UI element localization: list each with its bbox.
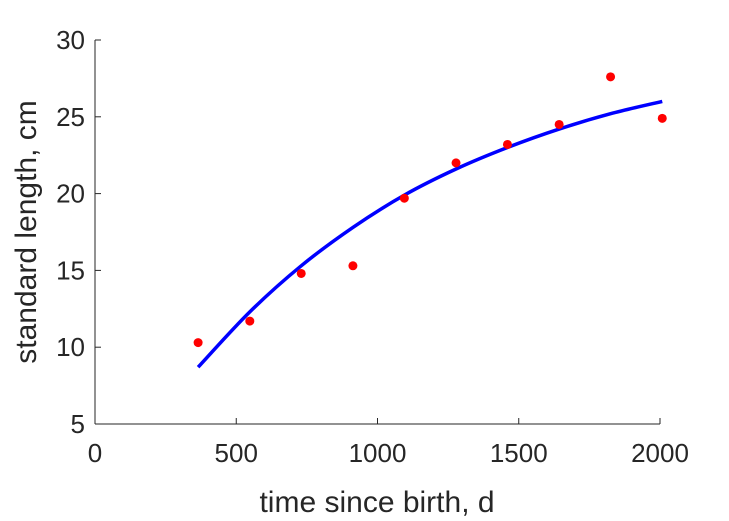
plot-area bbox=[193, 72, 667, 369]
y-tick-label: 20 bbox=[56, 179, 85, 209]
data-point bbox=[657, 113, 667, 123]
data-point bbox=[348, 261, 358, 271]
axes bbox=[94, 40, 660, 425]
y-tick-label: 30 bbox=[56, 25, 85, 55]
data-point bbox=[193, 338, 203, 348]
y-tick-label: 10 bbox=[56, 332, 85, 362]
x-tick-label: 1000 bbox=[349, 438, 407, 468]
data-point bbox=[451, 158, 461, 168]
x-tick-label: 1500 bbox=[490, 438, 548, 468]
y-tick-label: 25 bbox=[56, 102, 85, 132]
x-tick-label: 0 bbox=[88, 438, 102, 468]
x-tick-label: 2000 bbox=[631, 438, 689, 468]
data-point bbox=[296, 268, 306, 278]
data-point bbox=[399, 193, 409, 203]
x-axis-label: time since birth, d bbox=[259, 486, 494, 519]
y-tick-label: 5 bbox=[71, 409, 85, 439]
y-axis-label: standard length, cm bbox=[10, 100, 43, 363]
data-point bbox=[606, 72, 616, 82]
x-tick-label: 500 bbox=[215, 438, 258, 468]
y-tick-label: 15 bbox=[56, 255, 85, 285]
fit-curve bbox=[196, 99, 663, 369]
ticks: 0 500 1000 1500 2000 5 10 15 20 25 30 bbox=[56, 25, 689, 468]
data-point bbox=[245, 316, 255, 326]
data-point bbox=[502, 139, 512, 149]
data-point bbox=[554, 119, 564, 129]
